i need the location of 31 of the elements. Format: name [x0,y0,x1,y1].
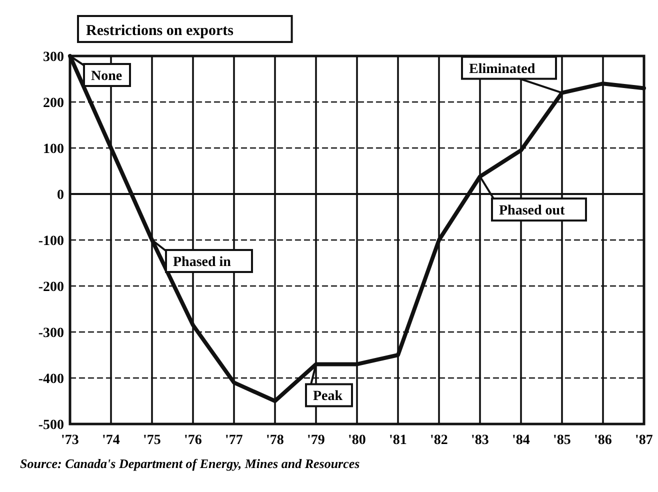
annotation: Phased out [499,204,566,219]
annotation: Eliminated [469,62,536,77]
x-tick-label: '73 [61,433,79,448]
y-tick-label: 100 [43,142,64,157]
y-tick-label: -400 [38,372,64,387]
x-tick-label: '75 [143,433,161,448]
y-tick-label: -200 [38,280,64,295]
x-tick-label: '81 [389,433,407,448]
annotation: Phased in [173,255,232,270]
x-tick-label: '77 [225,433,243,448]
chart-title: Restrictions on exports [86,23,234,39]
y-tick-label: 300 [43,50,64,65]
y-tick-label: -300 [38,326,64,341]
x-tick-label: '84 [512,433,530,448]
annotation: Peak [313,389,343,404]
x-tick-label: '85 [553,433,571,448]
y-tick-label: -100 [38,234,64,249]
y-tick-label: 0 [57,188,64,203]
x-tick-label: '79 [307,433,325,448]
source-note: Source: Canada's Department of Energy, Mines and Resources [20,456,360,471]
y-tick-label: 200 [43,96,64,111]
x-tick-label: '80 [348,433,366,448]
x-tick-label: '86 [594,433,612,448]
x-tick-label: '83 [471,433,489,448]
y-tick-label: -500 [38,418,64,433]
x-tick-label: '78 [266,433,284,448]
x-tick-label: '74 [102,433,120,448]
x-tick-label: '82 [430,433,448,448]
annotation: None [91,69,122,84]
x-tick-label: '87 [635,433,653,448]
x-tick-label: '76 [184,433,202,448]
